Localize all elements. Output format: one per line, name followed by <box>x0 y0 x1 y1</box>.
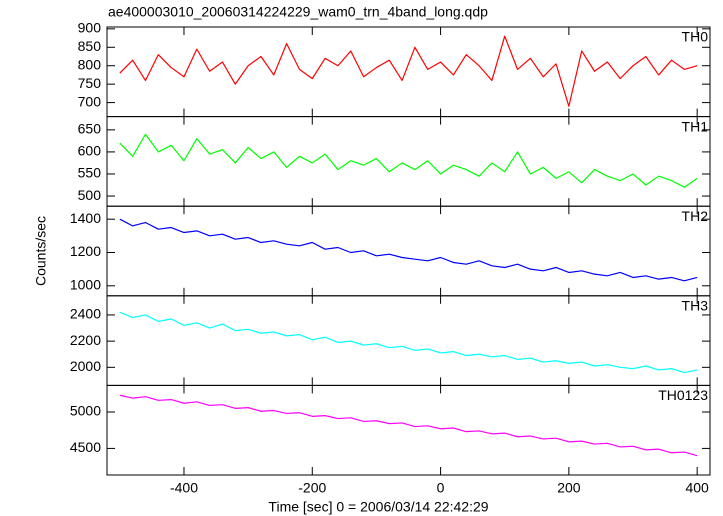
y-tick-label: 650 <box>78 121 102 137</box>
panel-frame <box>106 384 711 476</box>
series-label: TH3 <box>682 298 709 314</box>
y-tick-label: 900 <box>78 20 102 36</box>
data-line <box>119 133 698 188</box>
data-line <box>119 35 698 107</box>
panel-frame <box>106 116 711 207</box>
y-tick-label: 600 <box>78 143 102 159</box>
series-label: TH1 <box>682 118 709 134</box>
x-tick-label: -200 <box>298 480 326 496</box>
panel-frame <box>106 205 711 297</box>
panel-frame <box>106 295 711 386</box>
x-tick-label: 0 <box>437 480 445 496</box>
y-tick-label: 2000 <box>70 358 101 374</box>
series-label: TH0123 <box>658 387 708 403</box>
y-tick-label: 550 <box>78 165 102 181</box>
y-tick-label: 1200 <box>70 243 101 259</box>
y-tick-label: 1400 <box>70 210 101 226</box>
y-tick-label: 5000 <box>70 403 101 419</box>
y-tick-label: 2200 <box>70 332 101 348</box>
x-tick-label: 200 <box>557 480 581 496</box>
y-tick-label: 700 <box>78 93 102 109</box>
y-axis-label: Counts/sec <box>33 216 49 286</box>
chart-title: ae400003010_20060314224229_wam0_trn_4ban… <box>108 4 488 20</box>
y-tick-label: 2400 <box>70 306 101 322</box>
data-line <box>119 394 698 457</box>
y-tick-label: 800 <box>78 56 102 72</box>
y-tick-label: 850 <box>78 38 102 54</box>
y-tick-label: 500 <box>78 187 102 203</box>
series-label: TH2 <box>682 208 709 224</box>
series-label: TH0 <box>682 29 709 45</box>
y-tick-label: 750 <box>78 75 102 91</box>
y-tick-label: 4500 <box>70 439 101 455</box>
data-line <box>119 311 698 374</box>
x-axis-label: Time [sec] 0 = 2006/03/14 22:42:29 <box>268 499 488 515</box>
y-tick-label: 1000 <box>70 277 101 293</box>
panel-frame <box>106 26 711 118</box>
x-tick-label: -400 <box>170 480 198 496</box>
data-line <box>119 218 698 282</box>
x-tick-label: 400 <box>685 480 709 496</box>
